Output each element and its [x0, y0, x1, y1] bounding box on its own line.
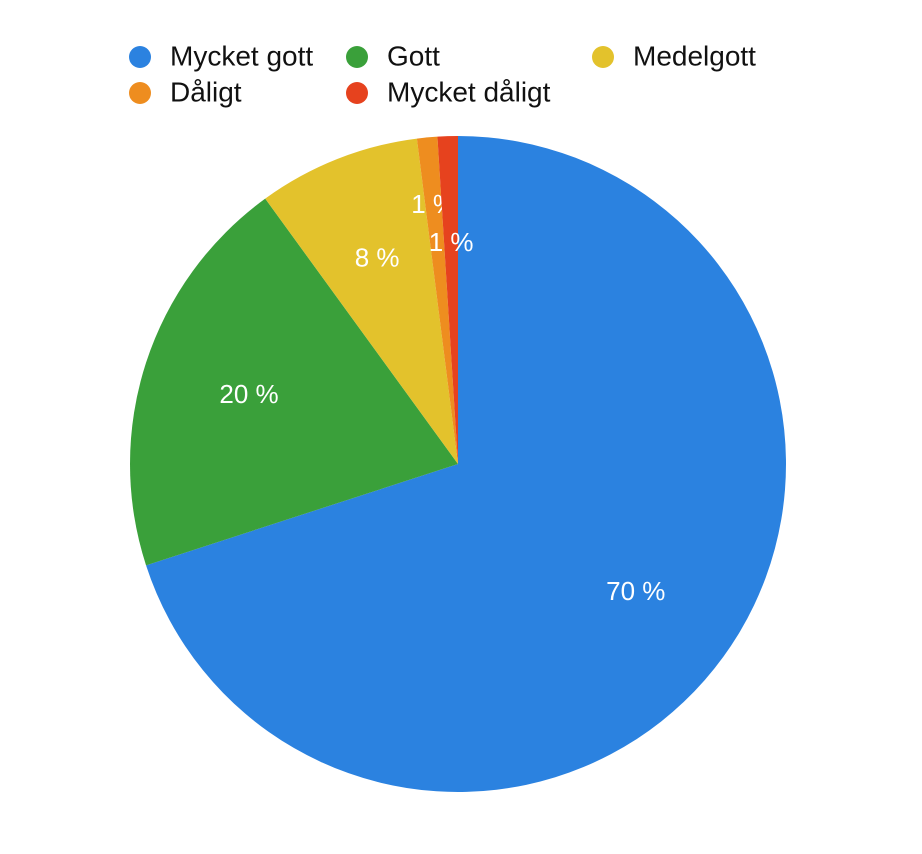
- slice-label: 1 %: [429, 227, 474, 257]
- legend-marker: [346, 82, 368, 104]
- legend-marker: [129, 46, 151, 68]
- pie-slice: [265, 138, 458, 465]
- slice-label: 20 %: [219, 379, 278, 409]
- slice-label: 8 %: [355, 243, 400, 273]
- legend-label: Mycket gott: [170, 40, 313, 71]
- slice-label: 70 %: [606, 576, 665, 606]
- legend-marker: [346, 46, 368, 68]
- pie-slice: [146, 136, 786, 793]
- pie-slice: [416, 136, 458, 465]
- legend-label: Gott: [387, 40, 440, 71]
- legend-label: Medelgott: [633, 40, 756, 71]
- legend-marker: [592, 46, 614, 68]
- pie-slice: [437, 136, 458, 464]
- legend-label: Dåligt: [170, 76, 242, 107]
- legend-label: Mycket dåligt: [387, 76, 551, 107]
- legend-marker: [129, 82, 151, 104]
- pie-slice: [130, 198, 459, 566]
